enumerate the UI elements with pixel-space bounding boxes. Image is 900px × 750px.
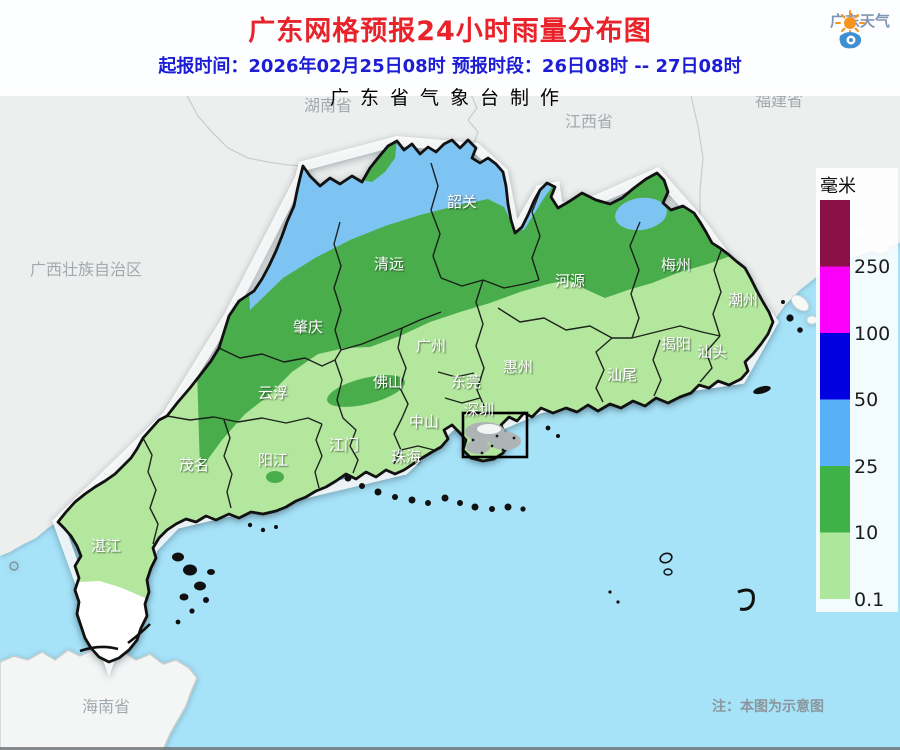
weather-logo-icon [834, 10, 865, 49]
city-boundaries [142, 162, 723, 545]
legend-swatch [820, 466, 850, 533]
hong-kong-area [461, 411, 529, 459]
city-label: 江门 [329, 436, 359, 454]
city-label: 东莞 [451, 373, 481, 391]
bottom-edge [0, 747, 900, 750]
legend-panel: 毫米 250 100 50 25 10 0.1 [816, 168, 898, 612]
legend-value: 50 [854, 389, 878, 411]
legend-swatch [820, 532, 850, 599]
map-title: 广东网格预报24小时雨量分布图 [248, 16, 652, 47]
logo: 广东天气 [830, 10, 890, 49]
rain-patch-blue-ne [615, 197, 667, 231]
city-label: 阳江 [258, 451, 288, 469]
city-label: 汕头 [697, 343, 727, 361]
city-label: 惠州 [503, 358, 533, 376]
hongkong-frame [461, 411, 529, 459]
map-maker: 广东省气象台制作 [329, 87, 570, 109]
city-label: 梅州 [661, 256, 691, 274]
city-label: 中山 [409, 413, 439, 431]
neighbor-borders [184, 91, 704, 222]
sea-islands [172, 300, 803, 625]
province-label: 广西壮族自治区 [30, 260, 142, 279]
rain-patch-foshan [327, 375, 405, 407]
city-label: 清远 [374, 255, 404, 273]
city-label: 揭阳 [661, 335, 691, 353]
city-label: 河源 [555, 272, 585, 290]
island-outlines [79, 552, 755, 653]
province-border [56, 138, 775, 664]
city-label: 云浮 [258, 384, 288, 402]
rain-patch-yangjiang [266, 471, 284, 483]
province-label: 湖南省 [304, 96, 352, 115]
city-label: 佛山 [373, 373, 403, 391]
legend-value: 250 [854, 256, 890, 278]
header: 广东网格预报24小时雨量分布图 起报时间：2026年02月25日08时 预报时段… [0, 0, 900, 109]
city-label: 深圳 [464, 401, 494, 419]
map-subtitle: 起报时间：2026年02月25日08时 预报时段：26日08时 -- 27日08… [158, 56, 742, 77]
city-label: 湛江 [91, 537, 121, 555]
city-label: 广州 [416, 337, 446, 355]
city-label: 肇庆 [293, 318, 323, 336]
note-label: 注：本图为示意图 [712, 698, 824, 715]
province-label: 江西省 [565, 112, 613, 131]
province-label: 海南省 [82, 697, 130, 716]
legend-swatch [820, 266, 850, 333]
rain-wedge-green [362, 140, 397, 182]
hongkong-islets [471, 434, 516, 455]
legend-swatch [820, 333, 850, 400]
city-label: 汕尾 [607, 366, 637, 384]
legend-value: 25 [854, 456, 878, 478]
city-label: 珠海 [391, 448, 421, 466]
hainan-island [0, 561, 198, 750]
city-label: 韶关 [447, 193, 477, 211]
city-label: 潮州 [728, 291, 758, 309]
city-label: 茂名 [179, 456, 209, 474]
legend-value: 10 [854, 522, 878, 544]
legend-swatch [820, 200, 850, 267]
legend-title: 毫米 [820, 176, 856, 197]
city-labels: 韶关 清远 梅州 河源 潮州 肇庆 揭阳 广州 汕头 惠州 汕尾 佛山 东莞 云… [91, 193, 758, 555]
legend-value: 0.1 [854, 589, 884, 611]
legend-swatch [820, 399, 850, 466]
legend-value: 100 [854, 323, 890, 345]
